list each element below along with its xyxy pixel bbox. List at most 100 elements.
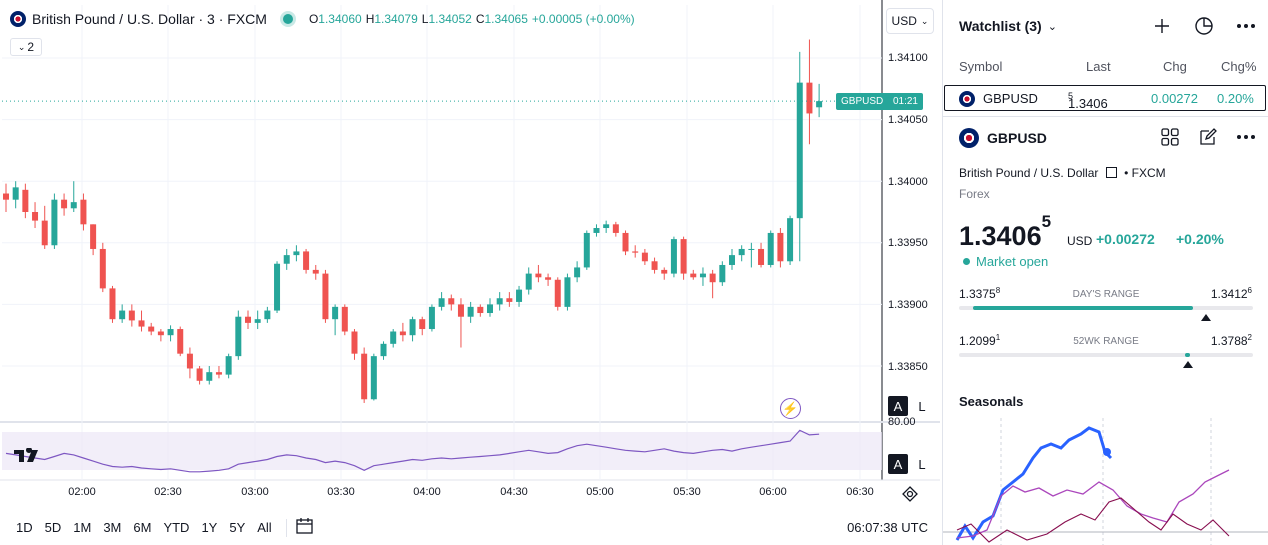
range-6m-button[interactable]: 6M <box>133 520 152 535</box>
range-1d-button[interactable]: 1D <box>16 520 33 535</box>
range-1m-button[interactable]: 1M <box>73 520 92 535</box>
candle-body <box>448 298 455 305</box>
52wk-range-track <box>959 353 1253 357</box>
time-axis-label: 04:30 <box>500 486 528 498</box>
date-range-calendar-icon[interactable] <box>295 517 315 538</box>
market-status-text: Market open <box>976 254 1049 269</box>
time-axis-label: 04:00 <box>413 486 441 498</box>
change-value: +0.00005 (+0.00%) <box>531 12 635 26</box>
watchlist-header[interactable]: Watchlist (3) ⌄ <box>959 18 1057 34</box>
days-range-marker-icon <box>1200 314 1211 321</box>
layout-grid-icon[interactable] <box>1160 127 1180 147</box>
range-5y-button[interactable]: 5Y <box>229 520 246 535</box>
more-options-icon[interactable] <box>1236 127 1256 147</box>
seasonal-current-year-line <box>955 426 1113 541</box>
external-link-icon[interactable] <box>1105 167 1117 178</box>
candle-body <box>535 273 542 278</box>
candle-body <box>303 251 310 270</box>
candle-body <box>816 101 823 108</box>
candle-body <box>641 252 648 262</box>
candle-body <box>690 273 697 278</box>
candle-body <box>390 331 397 344</box>
time-axis-label: 02:30 <box>154 486 182 498</box>
details-asset-type: Forex <box>959 187 990 201</box>
time-axis-label: 05:00 <box>586 486 614 498</box>
candle-body <box>148 326 155 332</box>
add-symbol-plus-icon[interactable] <box>1152 16 1172 36</box>
candle-body <box>254 319 261 323</box>
candle-body <box>545 277 552 280</box>
candle-body <box>157 331 164 336</box>
details-name-text[interactable]: British Pound / U.S. Dollar <box>959 166 1099 180</box>
range-1y-button[interactable]: 1Y <box>201 520 218 535</box>
candle-body <box>419 319 426 330</box>
time-axis-label: 05:30 <box>673 486 701 498</box>
candle-body <box>51 199 58 246</box>
time-axis-label: 06:30 <box>846 486 874 498</box>
chart-area[interactable]: British Pound / U.S. Dollar · 3 · FXCM O… <box>0 0 940 545</box>
range-3m-button[interactable]: 3M <box>103 520 122 535</box>
utc-clock[interactable]: 06:07:38 UTC <box>847 520 928 535</box>
candle-body <box>322 273 329 320</box>
tradingview-logo-icon[interactable] <box>14 447 44 469</box>
price-axis-label: 1.34100 <box>888 52 928 64</box>
candle-body <box>719 264 726 283</box>
market-status[interactable]: Market open <box>963 254 1048 269</box>
more-options-icon[interactable] <box>1236 16 1256 36</box>
candle-body <box>516 289 523 302</box>
bar-countdown: 01:21 <box>892 96 918 107</box>
range-all-button[interactable]: All <box>257 520 272 535</box>
candle-body <box>3 193 9 200</box>
details-symbol[interactable]: GBPUSD <box>959 128 1047 148</box>
chart-canvas[interactable] <box>0 0 940 510</box>
open-key: O <box>308 12 319 26</box>
row-chg-pct: 0.20% <box>1217 91 1254 106</box>
range-5d-button[interactable]: 5D <box>44 520 62 535</box>
column-chg[interactable]: Chg <box>1163 59 1187 74</box>
indicators-toggle-button[interactable]: ⌄ 2 <box>10 38 42 56</box>
candle-body <box>215 372 222 375</box>
time-axis-label: 02:00 <box>68 486 96 498</box>
symbol-title[interactable]: British Pound / U.S. Dollar · 3 · FXCM <box>32 11 267 27</box>
currency-select[interactable]: USD ⌄ <box>886 8 934 34</box>
candle-body <box>622 232 629 252</box>
open-value: 1.34060 <box>318 12 362 26</box>
rsi-auto-scale-button[interactable]: A <box>888 454 908 474</box>
price-axis-label: 1.33900 <box>888 299 928 311</box>
candle-body <box>90 224 97 249</box>
lightning-event-icon[interactable]: ⚡ <box>780 398 801 419</box>
candle-body <box>603 224 610 229</box>
candle-body <box>632 251 639 253</box>
chart-legend: British Pound / U.S. Dollar · 3 · FXCM O… <box>10 11 635 27</box>
range-ytd-button[interactable]: YTD <box>163 520 190 535</box>
pie-chart-icon[interactable] <box>1194 16 1214 36</box>
current-price-tag: GBPUSD 01:21 <box>836 93 923 110</box>
candle-body <box>80 199 87 225</box>
candle-body <box>506 298 513 302</box>
candle-body <box>138 320 145 327</box>
seasonals-title[interactable]: Seasonals <box>959 394 1024 409</box>
candle-body <box>235 316 242 357</box>
watchlist-row[interactable]: GBPUSD 1.3406 5 0.00272 0.20% <box>944 85 1266 111</box>
watchlist-panel: Watchlist (3) ⌄ Symbol Last Chg Chg% GBP… <box>942 0 1268 545</box>
rsi-axis-label: 80.00 <box>888 416 916 426</box>
candle-body <box>477 306 484 314</box>
column-symbol[interactable]: Symbol <box>959 59 1003 74</box>
candle-body <box>806 82 813 114</box>
auto-scale-button[interactable]: A <box>888 396 908 416</box>
candle-body <box>332 306 339 320</box>
candle-body <box>438 298 445 307</box>
candle-body <box>738 248 745 256</box>
seasonals-chart[interactable] <box>943 418 1268 545</box>
candle-body <box>109 288 116 320</box>
52wk-range-fill <box>1185 353 1190 357</box>
rsi-log-scale-button[interactable]: L <box>918 456 926 472</box>
edit-note-icon[interactable] <box>1198 127 1218 147</box>
column-last[interactable]: Last <box>1086 59 1111 74</box>
settings-gear-icon[interactable] <box>901 486 919 502</box>
ohlc-values: O1.34060 H1.34079 L1.34052 C1.34065 +0.0… <box>309 12 635 26</box>
log-scale-button[interactable]: L <box>918 398 926 414</box>
price-axis-label: 1.34050 <box>888 114 928 126</box>
column-chg-pct[interactable]: Chg% <box>1221 59 1257 74</box>
candle-body <box>670 239 677 274</box>
